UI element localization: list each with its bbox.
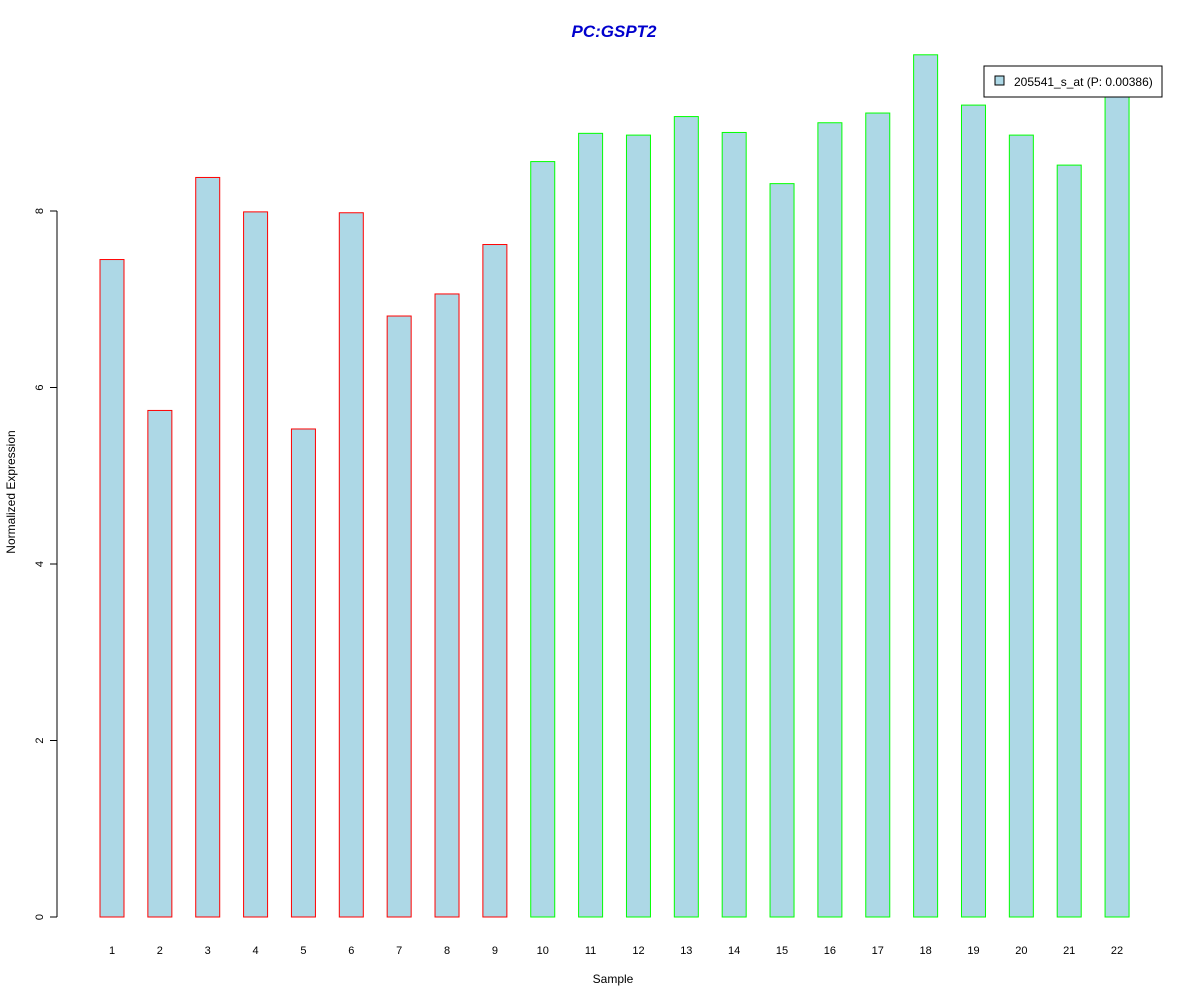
y-tick-label: 2 bbox=[34, 737, 46, 743]
bar-sample-10 bbox=[530, 161, 556, 918]
x-tick-label: 1 bbox=[109, 945, 115, 957]
bar-sample-7 bbox=[386, 315, 412, 918]
bar-sample-16 bbox=[817, 122, 843, 918]
x-tick-label: 12 bbox=[632, 945, 644, 957]
y-tick-label: 8 bbox=[34, 208, 46, 214]
x-tick-label: 11 bbox=[585, 945, 596, 957]
legend-entry: 205541_s_at (P: 0.00386) bbox=[1014, 75, 1153, 89]
bar-sample-5 bbox=[290, 428, 316, 918]
bar-sample-1 bbox=[99, 259, 125, 918]
x-tick-label: 17 bbox=[872, 945, 884, 957]
x-tick-label: 14 bbox=[728, 945, 740, 957]
bar-sample-12 bbox=[625, 134, 651, 918]
bar-sample-2 bbox=[147, 409, 173, 918]
bar-sample-17 bbox=[865, 112, 891, 918]
bar-sample-9 bbox=[482, 244, 508, 918]
x-tick-label: 3 bbox=[205, 945, 211, 957]
x-tick-label: 19 bbox=[967, 945, 979, 957]
bar-sample-14 bbox=[721, 131, 747, 918]
y-axis-label: Normalized Expression bbox=[4, 430, 18, 553]
bar-sample-20 bbox=[1008, 134, 1034, 918]
x-tick-label: 5 bbox=[300, 945, 306, 957]
y-tick-label: 0 bbox=[34, 914, 46, 920]
bar-sample-15 bbox=[769, 183, 795, 918]
bar-sample-18 bbox=[913, 54, 939, 918]
bar-sample-11 bbox=[578, 132, 604, 918]
bars bbox=[99, 54, 1130, 918]
x-axis-tick-labels: 1 2 3 4 5 6 7 8 9 10 11 12 13 14 15 16 17 18 19 20 21 22 bbox=[109, 945, 1123, 957]
x-axis-label: Sample bbox=[593, 972, 634, 986]
bar-sample-21 bbox=[1056, 164, 1082, 918]
x-tick-label: 2 bbox=[157, 945, 163, 957]
legend: 205541_s_at (P: 0.00386) bbox=[983, 65, 1163, 98]
bar-sample-4 bbox=[243, 211, 269, 918]
x-tick-label: 7 bbox=[396, 945, 402, 957]
y-tick-label: 6 bbox=[34, 384, 46, 390]
bar-sample-3 bbox=[195, 176, 221, 918]
bar-sample-13 bbox=[673, 116, 699, 918]
y-tick-label: 4 bbox=[34, 561, 46, 567]
x-tick-label: 6 bbox=[348, 945, 354, 957]
x-tick-label: 18 bbox=[919, 945, 931, 957]
x-tick-label: 21 bbox=[1063, 945, 1075, 957]
x-tick-label: 16 bbox=[824, 945, 836, 957]
y-axis: 0 2 4 6 8 bbox=[34, 208, 58, 920]
bar-sample-22 bbox=[1104, 82, 1130, 918]
x-tick-label: 13 bbox=[680, 945, 692, 957]
bar-sample-8 bbox=[434, 293, 460, 918]
x-tick-label: 15 bbox=[776, 945, 788, 957]
x-tick-label: 4 bbox=[253, 945, 259, 957]
x-tick-label: 10 bbox=[537, 945, 549, 957]
bar-sample-19 bbox=[960, 104, 986, 918]
x-tick-label: 20 bbox=[1015, 945, 1027, 957]
x-tick-label: 9 bbox=[492, 945, 498, 957]
x-tick-label: 22 bbox=[1111, 945, 1123, 957]
chart-title: PC:GSPT2 bbox=[571, 22, 657, 41]
bar-sample-6 bbox=[338, 212, 364, 918]
x-tick-label: 8 bbox=[444, 945, 450, 957]
legend-box bbox=[983, 65, 1163, 98]
legend-swatch bbox=[994, 75, 1005, 86]
